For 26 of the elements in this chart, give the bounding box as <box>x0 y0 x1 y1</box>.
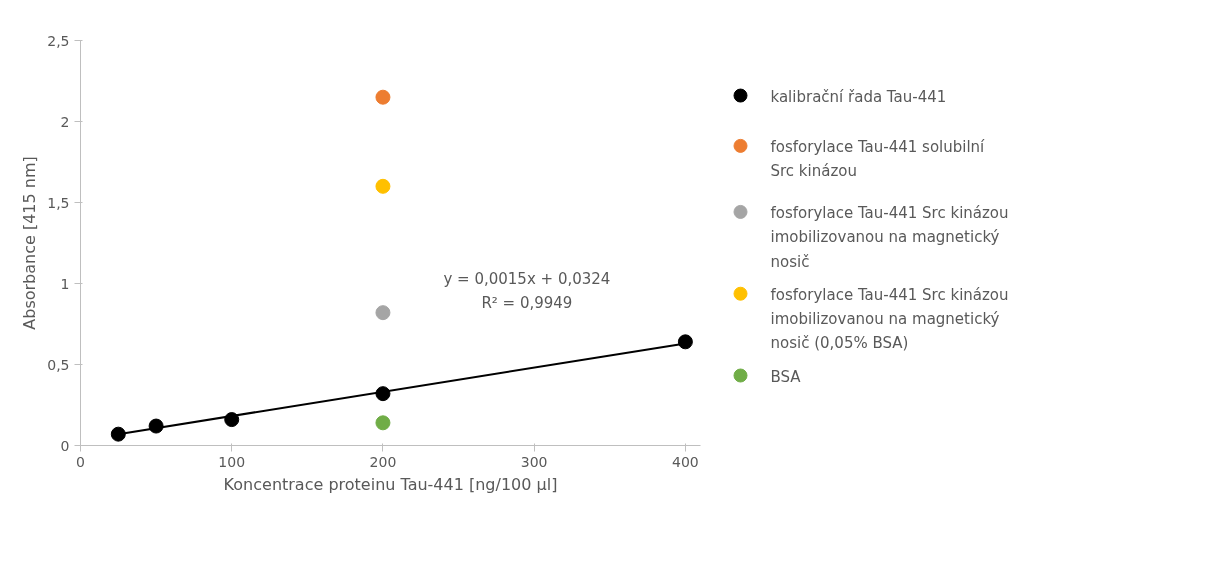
x-tick-label: 300 <box>520 453 548 470</box>
y-tick-label: 1,5 <box>47 194 70 211</box>
legend-label: kalibrační řada Tau-441 <box>770 87 947 106</box>
y-tick-label: 0 <box>60 437 70 454</box>
point <box>677 334 693 350</box>
legend-label: BSA <box>770 367 802 386</box>
annotation: R² = 0,9949 <box>481 293 573 312</box>
x-tick-label: 0 <box>76 453 85 470</box>
y-tick-label: 2 <box>60 113 70 130</box>
y-axis-title: Absorbance [415 nm] <box>20 156 40 330</box>
x-tick-label: 400 <box>672 453 699 470</box>
x-axis-title: Koncentrace proteinu Tau-441 [ng/100 µl] <box>223 474 558 494</box>
point <box>375 415 391 431</box>
y-tick-label: 2,5 <box>47 32 70 49</box>
y-tick-label: 0,5 <box>47 356 70 373</box>
point <box>375 305 391 321</box>
point <box>375 178 391 194</box>
legend-label: fosforylace Tau-441 Src kinázou imobilizovanou na magnetický nosič <box>770 204 1009 271</box>
x-tick-label: 200 <box>369 453 397 470</box>
y-tick-label: 1 <box>60 275 70 292</box>
point <box>110 426 126 442</box>
legend-label: fosforylace Tau-441 Src kinázou imobilizovanou na magnetický nosič (0,05% BSA) <box>770 285 1009 353</box>
point <box>375 89 391 105</box>
legend-label: fosforylace Tau-441 solubilní Src kinázou <box>770 138 986 181</box>
annotation: y = 0,0015x + 0,0324 <box>443 269 611 288</box>
x-tick-label: 100 <box>218 453 246 470</box>
